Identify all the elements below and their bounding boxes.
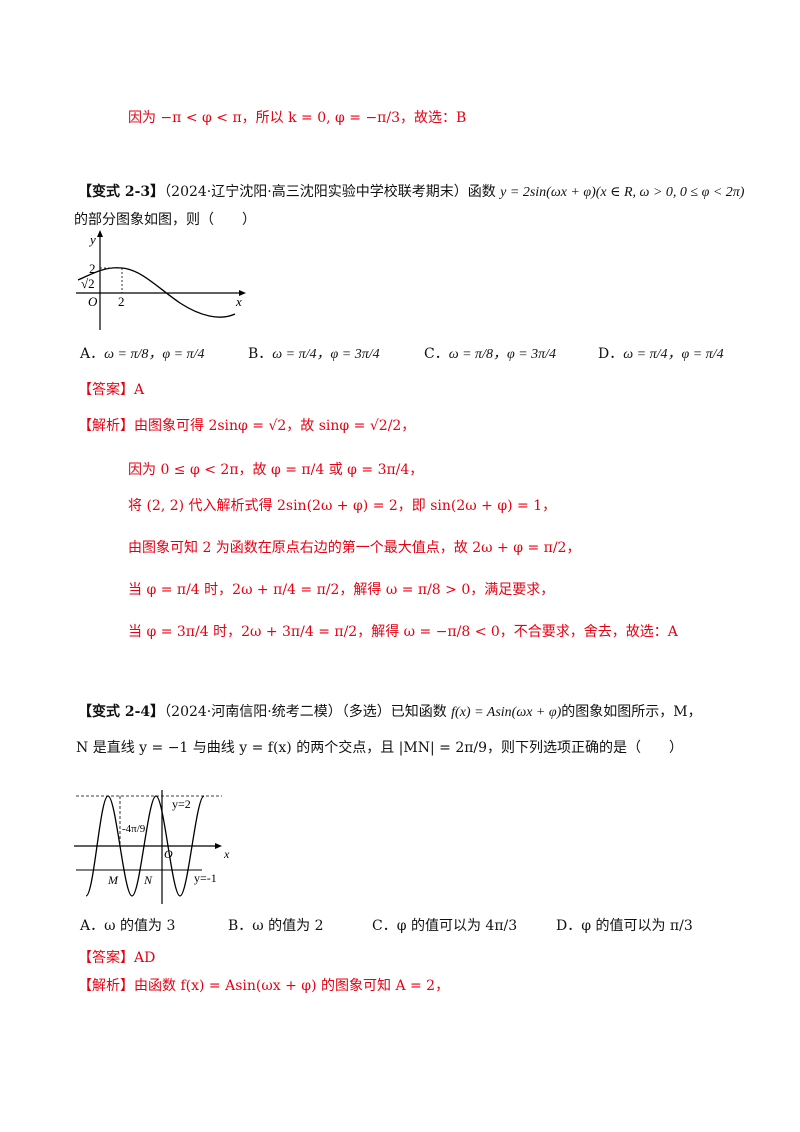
top-line: 因为 −π < φ < π，所以 k = 0, φ = −π/3，故选：B bbox=[128, 108, 466, 128]
q23-source: （2024·辽宁沈阳·高三沈阳实验中学校联考期末）函数 bbox=[164, 184, 496, 200]
q23-option-a[interactable]: A．ω = π/8，φ = π/4 bbox=[80, 344, 204, 365]
q23-graph: y x O 2 √2 2 bbox=[76, 230, 246, 330]
q23-analysis-4-text: 由图象可知 2 为函数在原点右边的第一个最大值点，故 2ω + φ = π/2， bbox=[128, 540, 581, 556]
q23-graph-x-label: x bbox=[235, 294, 242, 309]
q24-answer-text: 【答案】AD bbox=[78, 950, 156, 966]
q23-option-a-letter: A． bbox=[80, 346, 105, 362]
q24-graph-origin: O bbox=[164, 847, 173, 861]
q24-stem-tail: 的图象如图所示，M， bbox=[561, 704, 702, 720]
q24-option-b[interactable]: B．ω 的值为 2 bbox=[228, 916, 324, 936]
q24-graph-label-n: N bbox=[143, 873, 153, 887]
q23-tag: 【变式 2-3】 bbox=[78, 184, 165, 200]
q24-graph-label-ym1: y=-1 bbox=[194, 871, 217, 885]
q24-option-b-text: ω 的值为 2 bbox=[252, 918, 324, 934]
q24-option-a-letter: A． bbox=[80, 918, 105, 934]
q23-graph-ytick-2: 2 bbox=[89, 261, 96, 276]
q23-analysis-6: 当 φ = 3π/4 时，2ω + 3π/4 = π/2，解得 ω = −π/8… bbox=[128, 622, 678, 642]
q23-option-b-letter: B． bbox=[248, 346, 273, 362]
q23-graph-xtick-2: 2 bbox=[118, 294, 125, 309]
q23-option-c[interactable]: C．ω = π/8，φ = 3π/4 bbox=[424, 344, 556, 365]
q24-function: f(x) = Asin(ωx + φ) bbox=[451, 705, 562, 720]
q24-option-d-text: φ 的值可以为 π/3 bbox=[581, 918, 693, 934]
q23-analysis-2: 因为 0 ≤ φ < 2π，故 φ = π/4 或 φ = 3π/4， bbox=[128, 460, 423, 480]
top-line-text: 因为 −π < φ < π，所以 k = 0, φ = −π/3，故选：B bbox=[128, 110, 467, 126]
q23-answer: 【答案】A bbox=[78, 380, 144, 400]
q24-source: （2024·河南信阳·统考二模）（多选）已知函数 bbox=[164, 704, 447, 720]
q24-option-a-text: ω 的值为 3 bbox=[104, 918, 176, 934]
q23-answer-text: 【答案】A bbox=[78, 382, 145, 398]
q24-stem-line2-text: N 是直线 y = −1 与曲线 y = f(x) 的两个交点，且 |MN| =… bbox=[76, 740, 684, 756]
q24-graph-label-m: M bbox=[107, 873, 119, 887]
q23-option-d[interactable]: D．ω = π/4，φ = π/4 bbox=[598, 344, 724, 365]
q24-graph: y=2 y=-1 -4π/9 O x M N bbox=[74, 790, 230, 904]
q23-graph-y-label: y bbox=[88, 232, 96, 247]
q23-analysis-1: 【解析】由图象可得 2sinφ = √2，故 sinφ = √2/2， bbox=[78, 416, 415, 436]
q24-graph-label-y2: y=2 bbox=[172, 797, 191, 811]
q24-option-c[interactable]: C．φ 的值可以为 4π/3 bbox=[372, 916, 517, 936]
q23-option-d-text: ω = π/4，φ = π/4 bbox=[623, 347, 724, 362]
q23-graph-ytick-sqrt2: √2 bbox=[81, 276, 95, 291]
q23-stem-line1: 【变式 2-3】（2024·辽宁沈阳·高三沈阳实验中学校联考期末）函数 y = … bbox=[78, 182, 744, 203]
q24-answer: 【答案】AD bbox=[78, 948, 155, 968]
q23-analysis-3-text: 将 (2, 2) 代入解析式得 2sin(2ω + φ) = 2，即 sin(2… bbox=[128, 498, 557, 514]
q23-analysis-5: 当 φ = π/4 时，2ω + π/4 = π/2，解得 ω = π/8 > … bbox=[128, 580, 554, 600]
q24-option-c-text: φ 的值可以为 4π/3 bbox=[396, 918, 518, 934]
q23-analysis-5-text: 当 φ = π/4 时，2ω + π/4 = π/2，解得 ω = π/8 > … bbox=[128, 582, 555, 598]
q23-stem-tail: 的部分图象如图，则（ ） bbox=[74, 212, 256, 228]
q23-option-d-letter: D． bbox=[598, 346, 624, 362]
q24-graph-x-label: x bbox=[223, 847, 230, 861]
q23-option-a-text: ω = π/8，φ = π/4 bbox=[104, 347, 205, 362]
q24-option-c-letter: C． bbox=[372, 918, 397, 934]
q23-analysis-6-text: 当 φ = 3π/4 时，2ω + 3π/4 = π/2，解得 ω = −π/8… bbox=[128, 624, 678, 640]
q24-stem-line1: 【变式 2-4】（2024·河南信阳·统考二模）（多选）已知函数 f(x) = … bbox=[78, 702, 702, 723]
q24-option-b-letter: B． bbox=[228, 918, 253, 934]
q24-graph-label-frac: -4π/9 bbox=[122, 823, 146, 835]
q24-analysis-text: 【解析】由函数 f(x) = Asin(ωx + φ) 的图象可知 A = 2， bbox=[78, 978, 450, 994]
q23-option-b[interactable]: B．ω = π/4，φ = 3π/4 bbox=[248, 344, 380, 365]
q23-option-c-text: ω = π/8，φ = 3π/4 bbox=[448, 347, 557, 362]
q24-option-a[interactable]: A．ω 的值为 3 bbox=[80, 916, 175, 936]
q24-stem-line2: N 是直线 y = −1 与曲线 y = f(x) 的两个交点，且 |MN| =… bbox=[76, 738, 683, 758]
q23-function: y = 2sin(ωx + φ)(x ∈ R, ω > 0, 0 ≤ φ < 2… bbox=[500, 185, 745, 200]
q23-stem-line2: 的部分图象如图，则（ ） bbox=[74, 210, 256, 230]
q23-analysis-4: 由图象可知 2 为函数在原点右边的第一个最大值点，故 2ω + φ = π/2， bbox=[128, 538, 580, 558]
q23-option-b-text: ω = π/4，φ = 3π/4 bbox=[272, 347, 380, 362]
q23-graph-origin: O bbox=[88, 294, 98, 309]
q24-option-d[interactable]: D．φ 的值可以为 π/3 bbox=[556, 916, 693, 936]
q24-tag: 【变式 2-4】 bbox=[78, 704, 165, 720]
q23-analysis-2-text: 因为 0 ≤ φ < 2π，故 φ = π/4 或 φ = 3π/4， bbox=[128, 462, 424, 478]
q23-analysis-3: 将 (2, 2) 代入解析式得 2sin(2ω + φ) = 2，即 sin(2… bbox=[128, 496, 556, 516]
q23-analysis-1-text: 【解析】由图象可得 2sinφ = √2，故 sinφ = √2/2， bbox=[78, 418, 416, 434]
q24-option-d-letter: D． bbox=[556, 918, 582, 934]
q24-analysis: 【解析】由函数 f(x) = Asin(ωx + φ) 的图象可知 A = 2， bbox=[78, 976, 449, 996]
q23-option-c-letter: C． bbox=[424, 346, 449, 362]
